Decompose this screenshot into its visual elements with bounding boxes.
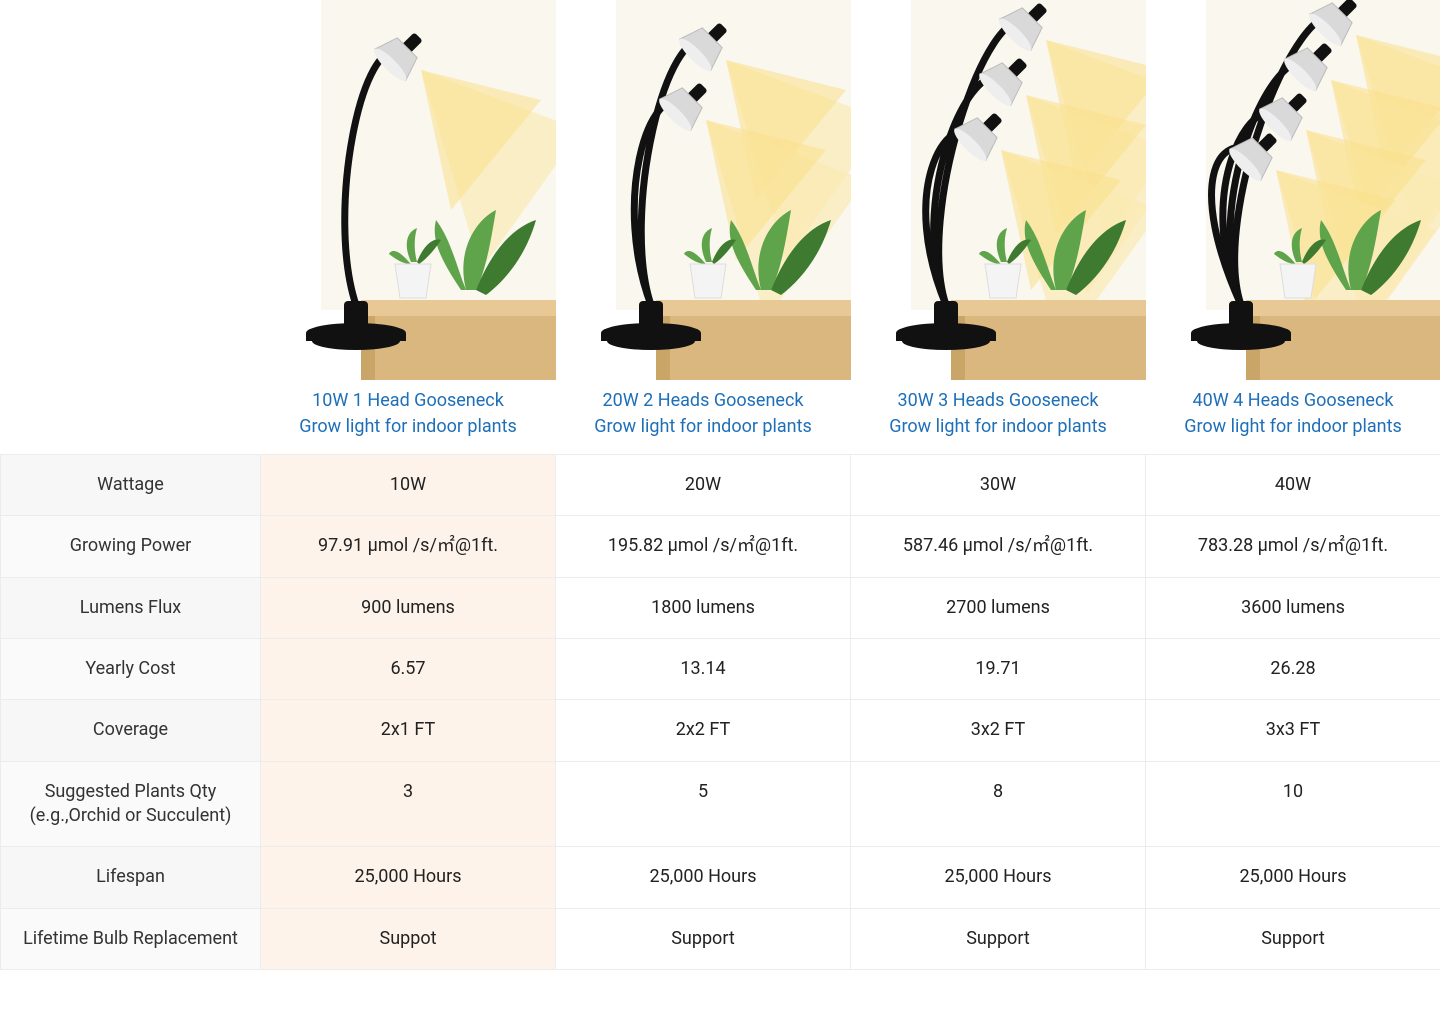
row-cell: 3600 lumens	[1146, 577, 1440, 638]
row-cell: 20W	[556, 455, 851, 516]
row-cell: 25,000 Hours	[851, 847, 1146, 908]
row-label: Lumens Flux	[1, 577, 261, 638]
row-label: Wattage	[1, 455, 261, 516]
row-cell: 97.91 μmol /s/㎡@1ft.	[261, 516, 556, 577]
table-row: Yearly Cost6.5713.1419.7126.28	[1, 639, 1440, 700]
table-row: Lifespan25,000 Hours25,000 Hours25,000 H…	[1, 847, 1440, 908]
row-cell: 1800 lumens	[556, 577, 851, 638]
table-row: Lifetime Bulb ReplacementSuppotSupportSu…	[1, 908, 1440, 969]
row-cell: 195.82 μmol /s/㎡@1ft.	[556, 516, 851, 577]
row-cell: 2700 lumens	[851, 577, 1146, 638]
product-title-line2: Grow light for indoor plants	[299, 416, 517, 437]
row-cell: 40W	[1146, 455, 1440, 516]
product-image-10w	[261, 0, 556, 380]
table-row: Suggested Plants Qty (e.g.,Orchid or Suc…	[1, 761, 1440, 847]
row-cell: 19.71	[851, 639, 1146, 700]
product-title-line1: 20W 2 Heads Gooseneck	[603, 390, 804, 411]
product-title-line1: 30W 3 Heads Gooseneck	[898, 390, 1099, 411]
row-cell: 3x3 FT	[1146, 700, 1440, 761]
product-title-link-40w[interactable]: 40W 4 Heads Gooseneck Grow light for ind…	[1146, 380, 1440, 454]
product-title-line1: 10W 1 Head Gooseneck	[312, 390, 504, 411]
product-title-line2: Grow light for indoor plants	[889, 416, 1107, 437]
product-title-link-30w[interactable]: 30W 3 Heads Gooseneck Grow light for ind…	[851, 380, 1146, 454]
table-row: Coverage2x1 FT2x2 FT3x2 FT3x3 FT	[1, 700, 1440, 761]
row-cell: Support	[851, 908, 1146, 969]
product-header-cell: 20W 2 Heads Gooseneck Grow light for ind…	[556, 0, 851, 455]
row-label: Lifespan	[1, 847, 261, 908]
product-title-line1: 40W 4 Heads Gooseneck	[1193, 390, 1394, 411]
row-label: Lifetime Bulb Replacement	[1, 908, 261, 969]
row-cell: 2x2 FT	[556, 700, 851, 761]
row-cell: 6.57	[261, 639, 556, 700]
product-image-30w	[851, 0, 1146, 380]
row-cell: 10	[1146, 761, 1440, 847]
row-cell: Suppot	[261, 908, 556, 969]
row-label: Coverage	[1, 700, 261, 761]
table-row: Growing Power97.91 μmol /s/㎡@1ft.195.82 …	[1, 516, 1440, 577]
product-image-40w	[1146, 0, 1440, 380]
product-image-20w	[556, 0, 851, 380]
comparison-table-container: 10W 1 Head Gooseneck Grow light for indo…	[0, 0, 1440, 970]
row-label: Growing Power	[1, 516, 261, 577]
row-cell: 25,000 Hours	[556, 847, 851, 908]
row-cell: 2x1 FT	[261, 700, 556, 761]
table-header-row: 10W 1 Head Gooseneck Grow light for indo…	[1, 0, 1440, 455]
row-cell: 900 lumens	[261, 577, 556, 638]
row-label: Yearly Cost	[1, 639, 261, 700]
row-cell: 3	[261, 761, 556, 847]
product-title-line2: Grow light for indoor plants	[594, 416, 812, 437]
product-title-link-20w[interactable]: 20W 2 Heads Gooseneck Grow light for ind…	[556, 380, 851, 454]
product-header-cell: 10W 1 Head Gooseneck Grow light for indo…	[261, 0, 556, 455]
table-row: Lumens Flux900 lumens1800 lumens2700 lum…	[1, 577, 1440, 638]
row-cell: 10W	[261, 455, 556, 516]
product-header-cell: 40W 4 Heads Gooseneck Grow light for ind…	[1146, 0, 1440, 455]
row-label: Suggested Plants Qty (e.g.,Orchid or Suc…	[1, 761, 261, 847]
table-row: Wattage10W20W30W40W	[1, 455, 1440, 516]
header-label-blank	[1, 0, 261, 455]
row-cell: 25,000 Hours	[261, 847, 556, 908]
row-cell: 5	[556, 761, 851, 847]
product-title-line2: Grow light for indoor plants	[1184, 416, 1402, 437]
row-cell: 3x2 FT	[851, 700, 1146, 761]
row-cell: Support	[1146, 908, 1440, 969]
comparison-table: 10W 1 Head Gooseneck Grow light for indo…	[0, 0, 1440, 970]
table-body: Wattage10W20W30W40WGrowing Power97.91 μm…	[1, 455, 1440, 970]
row-cell: 587.46 μmol /s/㎡@1ft.	[851, 516, 1146, 577]
product-header-cell: 30W 3 Heads Gooseneck Grow light for ind…	[851, 0, 1146, 455]
row-cell: Support	[556, 908, 851, 969]
product-title-link-10w[interactable]: 10W 1 Head Gooseneck Grow light for indo…	[261, 380, 556, 454]
row-cell: 8	[851, 761, 1146, 847]
row-cell: 783.28 μmol /s/㎡@1ft.	[1146, 516, 1440, 577]
row-cell: 30W	[851, 455, 1146, 516]
row-cell: 25,000 Hours	[1146, 847, 1440, 908]
row-cell: 13.14	[556, 639, 851, 700]
row-cell: 26.28	[1146, 639, 1440, 700]
